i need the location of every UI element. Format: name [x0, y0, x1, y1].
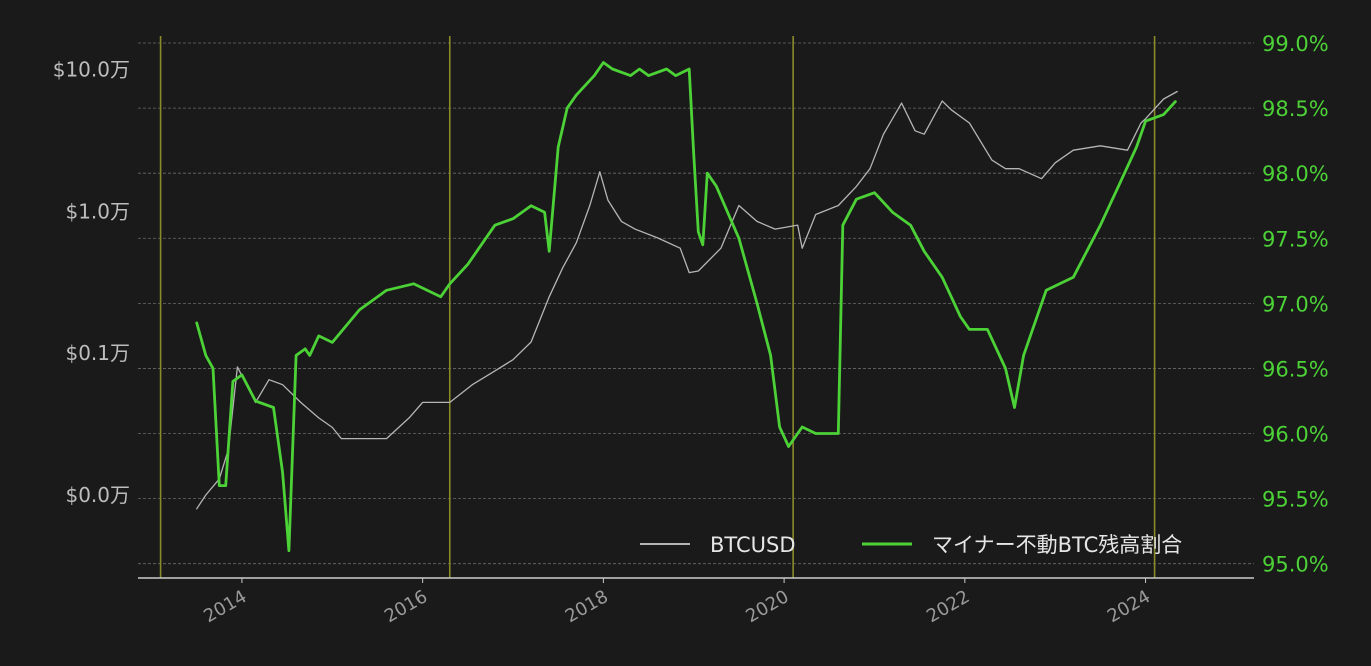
- gridlines: [138, 42, 1254, 565]
- right-tick-label-6: 98.0%: [1262, 162, 1329, 186]
- right-tick-label-0: 95.0%: [1262, 553, 1329, 577]
- x-tick-label-1: 2016: [381, 586, 431, 627]
- left-tick-label-0: $0.0万: [65, 483, 130, 507]
- series-lines: [195, 61, 1178, 553]
- legend-label-ratio: マイナー不動BTC残高割合: [932, 533, 1182, 557]
- x-tick-label-5: 2024: [1104, 586, 1154, 627]
- legend: BTCUSD マイナー不動BTC残高割合: [640, 533, 1182, 557]
- right-tick-label-2: 96.0%: [1262, 423, 1329, 447]
- left-axis-ticks: $0.0万 $0.1万 $1.0万 $10.0万: [53, 58, 130, 507]
- left-tick-label-2: $1.0万: [65, 199, 130, 223]
- x-tick-label-3: 2020: [742, 586, 792, 627]
- right-axis-ticks: 95.0% 95.5% 96.0% 96.5% 97.0% 97.5% 98.0% 98.5%…: [1262, 32, 1329, 577]
- left-tick-label-1: $0.1万: [65, 341, 130, 365]
- right-tick-label-1: 95.5%: [1262, 488, 1329, 512]
- right-tick-label-8: 99.0%: [1262, 32, 1329, 56]
- x-axis-ticks: 2014 2016 2018 2020 2022 2024: [200, 578, 1154, 627]
- right-tick-label-4: 97.0%: [1262, 292, 1329, 316]
- x-tick-label-2: 2018: [562, 586, 612, 627]
- legend-label-btcusd: BTCUSD: [710, 533, 796, 557]
- right-tick-label-3: 96.5%: [1262, 357, 1329, 381]
- right-tick-label-7: 98.5%: [1262, 97, 1329, 121]
- year-marker-lines: [159, 36, 1156, 578]
- series-line-miner-ratio: [195, 61, 1177, 553]
- x-tick-label-4: 2022: [923, 586, 973, 627]
- left-tick-label-3: $10.0万: [53, 58, 130, 82]
- x-tick-label-0: 2014: [200, 586, 250, 627]
- right-tick-label-5: 97.5%: [1262, 227, 1329, 251]
- series-line-btcusd: [196, 90, 1178, 510]
